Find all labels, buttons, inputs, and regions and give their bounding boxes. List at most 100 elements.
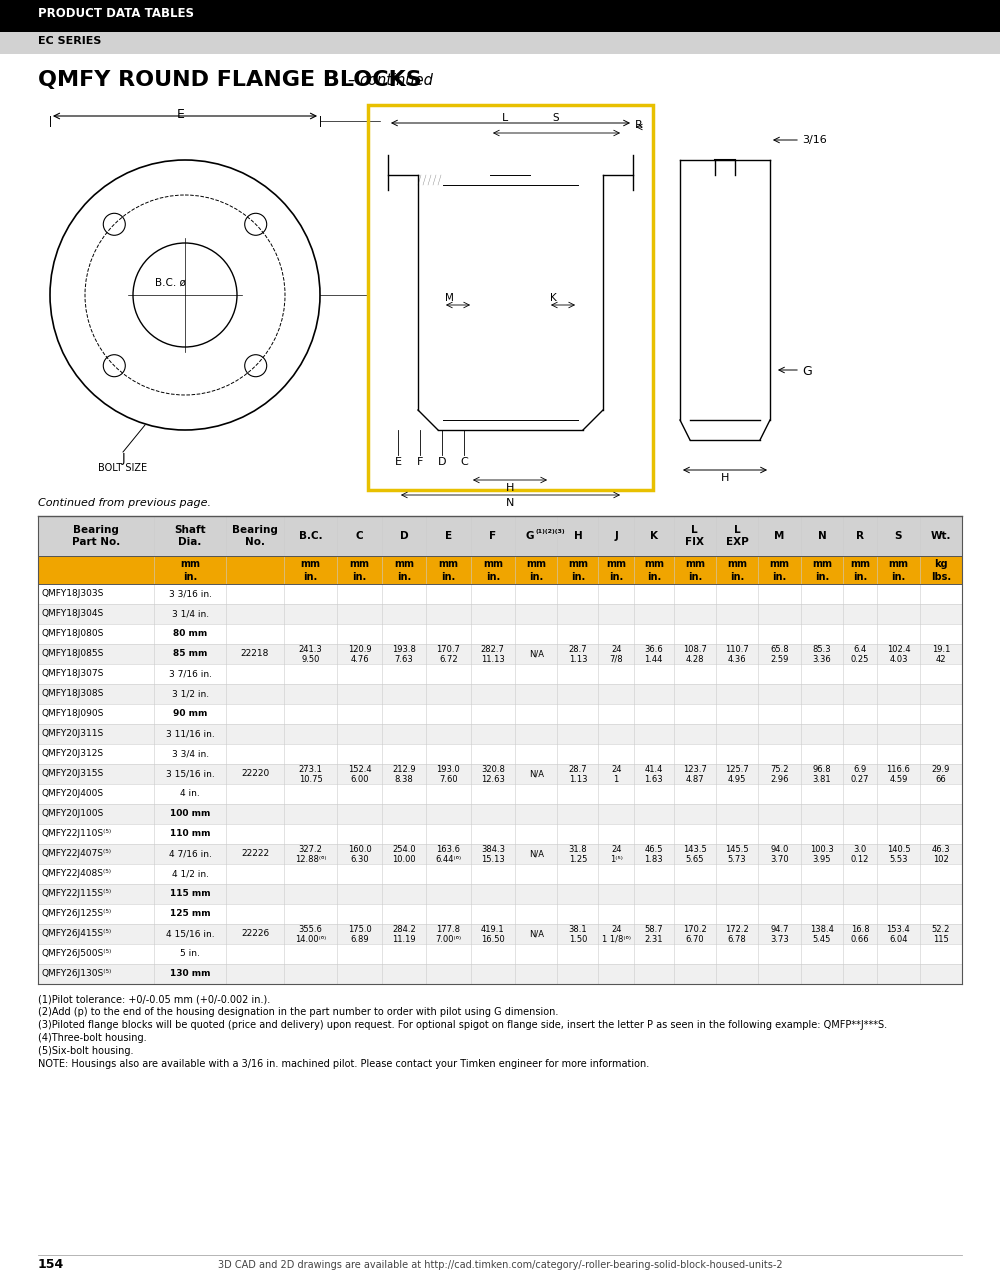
Text: 1⁽⁵⁾: 1⁽⁵⁾ [610, 855, 623, 864]
Text: QMFY20J315S: QMFY20J315S [41, 769, 103, 778]
Text: 4.76: 4.76 [350, 655, 369, 664]
Bar [38, 584, 962, 604]
Text: 3 3/16 in.: 3 3/16 in. [169, 590, 212, 599]
Text: QMFY22J408S⁽⁵⁾: QMFY22J408S⁽⁵⁾ [41, 869, 111, 878]
Text: 22218: 22218 [241, 649, 269, 658]
Text: 125.7: 125.7 [725, 765, 749, 774]
Text: N/A: N/A [529, 649, 544, 658]
Text: 96.8: 96.8 [813, 765, 831, 774]
Text: 5 in.: 5 in. [180, 950, 200, 959]
Text: mm: mm [685, 559, 705, 570]
Bar [38, 516, 962, 556]
Text: N: N [818, 531, 826, 541]
Text: (4)Three-bolt housing.: (4)Three-bolt housing. [38, 1033, 147, 1043]
Text: 38.1: 38.1 [569, 925, 587, 934]
Text: M: M [445, 293, 454, 303]
Text: 5.73: 5.73 [728, 855, 746, 864]
Text: PRODUCT DATA TABLES: PRODUCT DATA TABLES [38, 6, 194, 20]
Text: 193.0: 193.0 [437, 765, 460, 774]
Text: J: J [614, 531, 618, 541]
Text: in.: in. [688, 572, 702, 582]
Bar [38, 945, 962, 964]
Text: 15.13: 15.13 [481, 855, 505, 864]
Bar [38, 684, 962, 704]
Text: 2.31: 2.31 [645, 934, 663, 945]
Text: 143.5: 143.5 [683, 845, 707, 854]
Text: 241.3: 241.3 [299, 645, 323, 654]
Text: 102: 102 [933, 855, 949, 864]
Text: K: K [650, 531, 658, 541]
Text: 163.6: 163.6 [436, 845, 460, 854]
Text: 11.19: 11.19 [392, 934, 416, 945]
Text: 108.7: 108.7 [683, 645, 707, 654]
Text: 1.13: 1.13 [569, 774, 587, 783]
Text: 175.0: 175.0 [348, 925, 371, 934]
Text: 6.89: 6.89 [350, 934, 369, 945]
Text: 4 1/2 in.: 4 1/2 in. [172, 869, 209, 878]
Text: K: K [550, 293, 557, 303]
Text: mm: mm [850, 559, 870, 570]
Text: 6.72: 6.72 [439, 655, 458, 664]
Text: E: E [394, 457, 402, 467]
Text: in.: in. [352, 572, 367, 582]
Bar [38, 604, 962, 623]
Text: in.: in. [730, 572, 744, 582]
Text: mm: mm [483, 559, 503, 570]
Text: 1.25: 1.25 [569, 855, 587, 864]
Text: H: H [574, 531, 582, 541]
Text: 6.04: 6.04 [889, 934, 908, 945]
Bar [38, 924, 962, 945]
Text: 3.81: 3.81 [813, 774, 831, 783]
Text: 10.00: 10.00 [392, 855, 416, 864]
Text: 4 15/16 in.: 4 15/16 in. [166, 929, 214, 938]
Text: 46.3: 46.3 [932, 845, 950, 854]
Text: 100 mm: 100 mm [170, 809, 210, 818]
Text: 22220: 22220 [241, 769, 269, 778]
Text: Dia.: Dia. [178, 538, 202, 547]
Text: 3.73: 3.73 [770, 934, 789, 945]
Text: 16.8: 16.8 [851, 925, 869, 934]
Text: 138.4: 138.4 [810, 925, 834, 934]
Text: N/A: N/A [529, 929, 544, 938]
Bar [38, 884, 962, 904]
Text: 19.1: 19.1 [932, 645, 950, 654]
Text: (3)Piloted flange blocks will be quoted (price and delivery) upon request. For o: (3)Piloted flange blocks will be quoted … [38, 1020, 887, 1030]
Text: 115: 115 [933, 934, 949, 945]
Bar [38, 764, 962, 783]
Text: Bearing: Bearing [232, 525, 278, 535]
Text: 6.9: 6.9 [854, 765, 867, 774]
Text: 1 1/8⁽⁶⁾: 1 1/8⁽⁶⁾ [602, 934, 631, 945]
Text: Continued from previous page.: Continued from previous page. [38, 498, 211, 508]
Text: F: F [489, 531, 496, 541]
Text: QMFY20J312S: QMFY20J312S [41, 750, 103, 759]
Text: QMFY26J125S⁽⁵⁾: QMFY26J125S⁽⁵⁾ [41, 910, 111, 919]
Text: H: H [506, 483, 514, 493]
Text: 160.0: 160.0 [348, 845, 371, 854]
Text: 125 mm: 125 mm [170, 910, 210, 919]
Text: 36.6: 36.6 [644, 645, 663, 654]
Text: 58.7: 58.7 [644, 925, 663, 934]
Text: 6.44⁽⁶⁾: 6.44⁽⁶⁾ [435, 855, 461, 864]
Text: 170.2: 170.2 [683, 925, 707, 934]
Bar [38, 724, 962, 744]
Text: D: D [438, 457, 446, 467]
Text: 154: 154 [38, 1258, 64, 1271]
Text: in.: in. [609, 572, 623, 582]
Text: kg: kg [934, 559, 948, 570]
Text: 3.36: 3.36 [813, 655, 831, 664]
Text: 327.2: 327.2 [299, 845, 323, 854]
Text: mm: mm [350, 559, 370, 570]
Text: 152.4: 152.4 [348, 765, 371, 774]
Text: QMFY18J085S: QMFY18J085S [41, 649, 103, 658]
Text: B.C.: B.C. [299, 531, 323, 541]
Text: 22222: 22222 [241, 850, 269, 859]
Text: mm: mm [812, 559, 832, 570]
Text: QMFY ROUND FLANGE BLOCKS: QMFY ROUND FLANGE BLOCKS [38, 70, 422, 90]
Text: Bearing: Bearing [73, 525, 119, 535]
Text: 284.2: 284.2 [392, 925, 416, 934]
Text: 140.5: 140.5 [887, 845, 910, 854]
Text: in.: in. [441, 572, 456, 582]
Text: 7.60: 7.60 [439, 774, 458, 783]
Text: 90 mm: 90 mm [173, 709, 207, 718]
Text: QMFY26J500S⁽⁵⁾: QMFY26J500S⁽⁵⁾ [41, 950, 111, 959]
